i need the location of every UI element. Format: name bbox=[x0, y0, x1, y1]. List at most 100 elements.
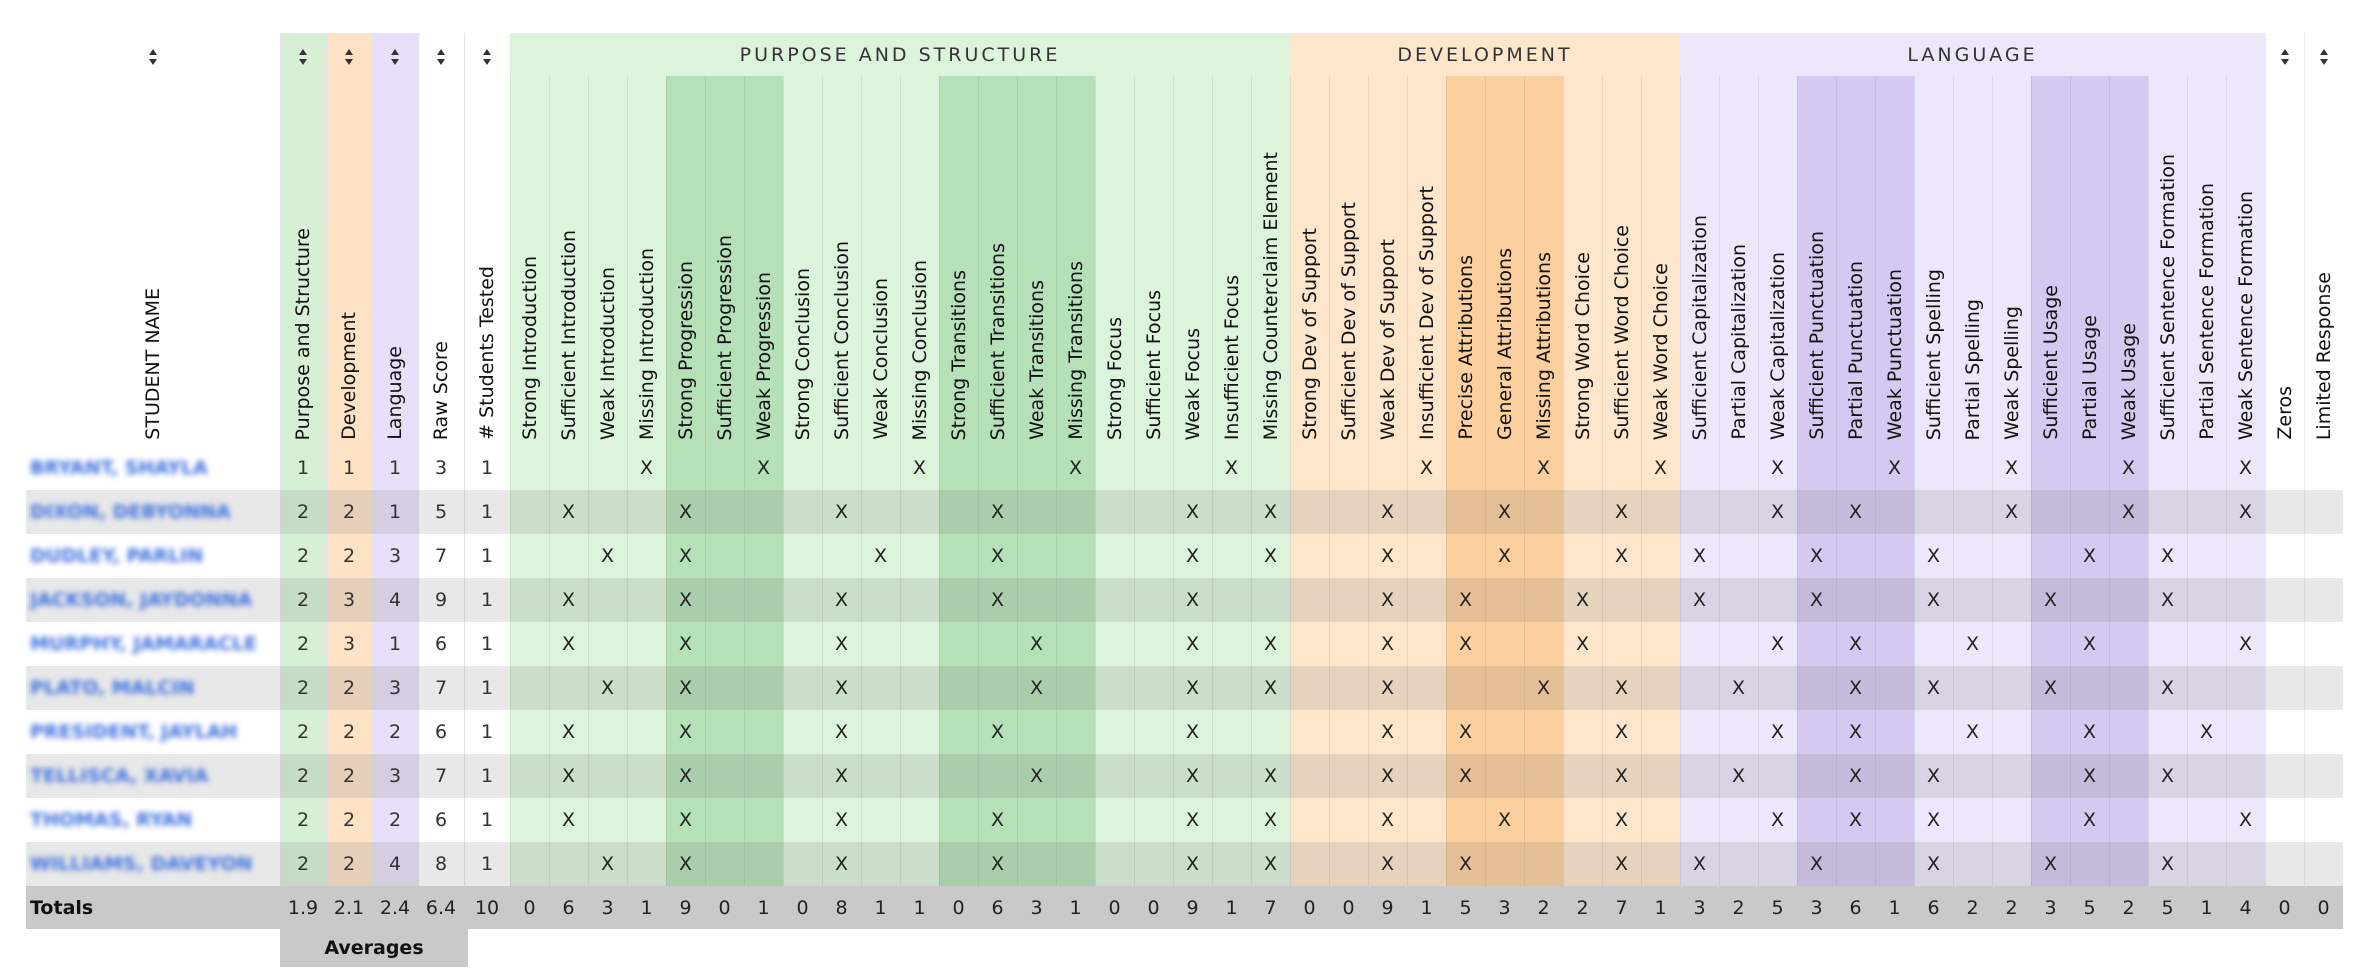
column-header: Sufficient Introduction bbox=[549, 76, 588, 446]
student-name[interactable]: WILLIAMS, DAVEYON bbox=[30, 853, 253, 875]
mark-cell: X bbox=[678, 545, 693, 567]
score-cell: 1 bbox=[296, 457, 310, 479]
column-header: Zeros bbox=[2265, 73, 2304, 446]
header-label: Strong Conclusion bbox=[791, 267, 814, 440]
column-bg bbox=[1485, 76, 1524, 886]
mark-cell: X bbox=[600, 853, 615, 875]
mark-cell: X bbox=[1185, 809, 1200, 831]
sort-arrows bbox=[437, 49, 445, 65]
sort-icon[interactable] bbox=[339, 47, 359, 69]
student-name[interactable]: MURPHY, JAMARACLE bbox=[30, 633, 257, 655]
total-cell: 8 bbox=[835, 896, 848, 919]
column-bg bbox=[549, 76, 588, 886]
mark-cell: X bbox=[2082, 633, 2097, 655]
total-cell: 0 bbox=[1108, 896, 1121, 919]
header-label: Weak Progression bbox=[752, 271, 775, 440]
score-cell: 2 bbox=[388, 721, 402, 743]
mark-cell: X bbox=[678, 501, 693, 523]
total-cell: 0 bbox=[2278, 896, 2291, 919]
score-cell: 1 bbox=[480, 589, 494, 611]
student-name[interactable]: JACKSON, JAYDONNA bbox=[30, 589, 253, 611]
total-score: 2.4 bbox=[379, 896, 411, 919]
mark-cell: X bbox=[2160, 677, 2175, 699]
summary-column-bg bbox=[326, 33, 372, 886]
student-name[interactable]: THOMAS, RYAN bbox=[30, 809, 193, 831]
column-bg bbox=[2265, 33, 2304, 886]
mark-cell: X bbox=[834, 589, 849, 611]
score-cell: 1 bbox=[480, 853, 494, 875]
mark-cell: X bbox=[1848, 633, 1863, 655]
header-label: Purpose and Structure bbox=[292, 227, 314, 440]
summary-column-bg bbox=[372, 33, 418, 886]
header-label: Insufficient Focus bbox=[1220, 274, 1243, 440]
row-stripe bbox=[26, 754, 2343, 798]
total-cell: 3 bbox=[2044, 896, 2057, 919]
student-name[interactable]: BRYANT, SHAYLA bbox=[30, 457, 208, 479]
column-header: Partial Sentence Formation bbox=[2187, 76, 2226, 446]
sort-icon[interactable] bbox=[293, 47, 313, 69]
column-bg bbox=[2148, 76, 2187, 886]
column-bg bbox=[1914, 76, 1953, 886]
sort-arrows bbox=[299, 49, 307, 65]
mark-cell: X bbox=[834, 809, 849, 831]
total-cell: 0 bbox=[952, 896, 965, 919]
student-name[interactable]: DIXON, DEBYONNA bbox=[30, 501, 231, 523]
score-cell: 1 bbox=[342, 457, 356, 479]
header-label: Weak Capitalization bbox=[1766, 252, 1789, 440]
student-name[interactable]: TELLISCA, XAVIA bbox=[30, 765, 209, 787]
score-cell: 6 bbox=[434, 809, 448, 831]
total-cell: 2 bbox=[2005, 896, 2018, 919]
total-cell: 1 bbox=[2200, 896, 2213, 919]
column-bg bbox=[2304, 33, 2343, 886]
mark-cell: X bbox=[2199, 721, 2214, 743]
student-name[interactable]: PRESIDENT, JAYLAH bbox=[30, 721, 238, 743]
mark-cell: X bbox=[1263, 545, 1278, 567]
mark-cell: X bbox=[1770, 721, 1785, 743]
mark-cell: X bbox=[1029, 633, 1044, 655]
sort-icon[interactable] bbox=[143, 47, 163, 69]
header-label: Partial Spelling bbox=[1961, 298, 1984, 441]
column-header: Missing Attributions bbox=[1524, 76, 1563, 446]
score-cell: 2 bbox=[388, 809, 402, 831]
sort-arrows bbox=[149, 49, 157, 65]
total-cell: 2 bbox=[1732, 896, 1745, 919]
sort-icon[interactable] bbox=[477, 47, 497, 69]
mark-cell: X bbox=[1263, 633, 1278, 655]
student-name[interactable]: PLATO, MALCIN bbox=[30, 677, 195, 699]
group-header: LANGUAGE bbox=[1680, 33, 2265, 76]
mark-cell: X bbox=[1380, 765, 1395, 787]
header-label: Weak Word Choice bbox=[1649, 262, 1672, 440]
total-cell: 2 bbox=[1537, 896, 1550, 919]
mark-cell: X bbox=[2043, 677, 2058, 699]
mark-cell: X bbox=[1575, 589, 1590, 611]
sort-icon[interactable] bbox=[2275, 47, 2295, 69]
column-bg bbox=[744, 76, 783, 886]
column-header: Sufficient Conclusion bbox=[822, 76, 861, 446]
score-cell: 2 bbox=[296, 853, 310, 875]
mark-cell: X bbox=[1926, 589, 1941, 611]
header-label: Weak Sentence Formation bbox=[2234, 190, 2257, 440]
total-cell: 2 bbox=[1966, 896, 1979, 919]
column-header: Weak Usage bbox=[2109, 76, 2148, 446]
mark-cell: X bbox=[1458, 721, 1473, 743]
header-label: Missing Conclusion bbox=[908, 259, 931, 440]
summary-header: Purpose and Structure bbox=[280, 73, 326, 446]
student-name[interactable]: DUDLEY, PARLIN bbox=[30, 545, 204, 567]
score-cell: 2 bbox=[296, 589, 310, 611]
column-header: Sufficient Capitalization bbox=[1680, 76, 1719, 446]
score-cell: 3 bbox=[388, 545, 402, 567]
header-label: Sufficient Focus bbox=[1142, 290, 1165, 440]
column-header: General Attributions bbox=[1485, 76, 1524, 446]
sort-icon[interactable] bbox=[385, 47, 405, 69]
mark-cell: X bbox=[1224, 457, 1239, 479]
mark-cell: X bbox=[2082, 721, 2097, 743]
mark-cell: X bbox=[1458, 853, 1473, 875]
mark-cell: X bbox=[1185, 677, 1200, 699]
column-bg bbox=[1602, 76, 1641, 886]
column-bg bbox=[1329, 76, 1368, 886]
column-header: Sufficient Progression bbox=[705, 76, 744, 446]
sort-icon[interactable] bbox=[2314, 47, 2334, 69]
score-cell: 2 bbox=[342, 765, 356, 787]
sort-icon[interactable] bbox=[431, 47, 451, 69]
